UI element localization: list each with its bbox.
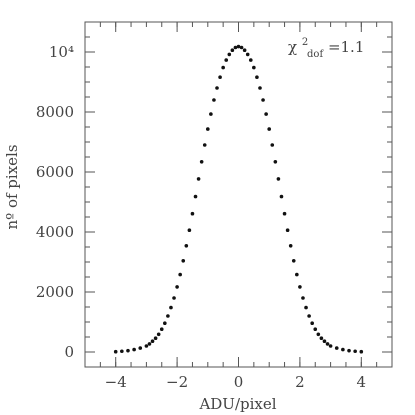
data-point	[144, 344, 149, 348]
data-point	[159, 327, 164, 332]
data-point	[227, 52, 232, 57]
data-point	[298, 285, 302, 289]
data-point	[285, 228, 290, 232]
data-point	[184, 244, 189, 248]
data-point	[153, 336, 158, 341]
data-point	[245, 52, 250, 57]
data-point	[126, 348, 130, 353]
major-ticks	[85, 22, 392, 367]
chi-square-annotation: χ 2 dof =1.1	[288, 31, 364, 61]
data-point	[113, 349, 118, 354]
data-point	[301, 296, 305, 300]
data-point	[175, 285, 179, 289]
data-point	[279, 194, 284, 199]
x-tick-label: 0	[234, 373, 244, 391]
y-tick-labels: 0 2000 4000 6000 8000 10⁴	[36, 43, 74, 361]
data-point	[325, 342, 330, 346]
data-point	[147, 342, 152, 346]
data-point	[313, 327, 318, 332]
data-point	[150, 339, 155, 344]
data-point	[341, 347, 345, 352]
chi-subscript: dof	[307, 49, 324, 60]
data-point	[264, 112, 268, 116]
data-point	[120, 349, 124, 354]
x-tick-labels: −4 −2 0 2 4	[105, 373, 366, 391]
data-point	[328, 344, 333, 348]
data-point	[156, 332, 161, 337]
data-point	[172, 296, 176, 300]
data-point	[267, 127, 272, 131]
y-axis-label: nº of pixels	[3, 144, 21, 229]
y-tick-label: 4000	[36, 223, 74, 241]
plot-frame	[84, 21, 393, 368]
data-point	[199, 160, 204, 164]
data-point	[261, 98, 265, 102]
data-point	[310, 321, 314, 326]
data-point	[239, 45, 244, 50]
data-point	[215, 86, 219, 90]
chi-superscript: 2	[302, 37, 308, 48]
x-tick-label: 4	[357, 373, 367, 391]
data-point	[347, 348, 351, 353]
chi-value: =1.1	[328, 38, 364, 56]
data-point	[236, 44, 241, 49]
chi-symbol: χ	[288, 38, 297, 56]
data-point	[169, 305, 173, 310]
data-point	[181, 259, 186, 263]
data-point	[248, 58, 253, 62]
y-tick-label: 10⁴	[49, 43, 74, 61]
data-point	[221, 65, 225, 70]
data-point	[206, 127, 210, 131]
data-point	[178, 272, 182, 277]
data-point	[187, 228, 192, 232]
data-point	[270, 143, 275, 147]
data-points	[113, 44, 364, 354]
data-point	[218, 75, 222, 79]
x-tick-label: 2	[295, 373, 305, 391]
x-axis-label: ADU/pixel	[198, 395, 276, 413]
y-tick-label: 8000	[36, 103, 74, 121]
data-point	[273, 160, 278, 164]
data-point	[252, 65, 256, 70]
data-point	[202, 143, 207, 147]
data-point	[242, 48, 247, 52]
data-point	[132, 347, 136, 352]
data-point	[304, 305, 308, 310]
data-point	[209, 112, 213, 116]
data-point	[316, 332, 321, 337]
minor-ticks	[85, 22, 392, 367]
x-tick-label: −2	[166, 373, 188, 391]
y-tick-label: 2000	[36, 283, 74, 301]
data-point	[196, 177, 201, 181]
data-point	[282, 211, 287, 216]
x-tick-label: −4	[105, 373, 127, 391]
y-tick-label: 6000	[36, 163, 74, 181]
data-point	[319, 336, 324, 341]
data-point	[276, 177, 281, 181]
data-point	[353, 349, 357, 354]
data-point	[230, 48, 235, 52]
data-point	[212, 98, 216, 102]
data-point	[322, 339, 327, 344]
data-point	[295, 272, 299, 277]
data-point	[163, 321, 167, 326]
y-tick-label: 0	[64, 343, 74, 361]
data-point	[233, 45, 238, 50]
data-point	[258, 86, 262, 90]
data-point	[224, 58, 229, 62]
data-point	[255, 75, 259, 79]
data-point	[359, 349, 364, 354]
data-point	[190, 211, 195, 216]
data-point	[138, 346, 143, 350]
data-point	[166, 314, 170, 318]
data-point	[334, 346, 339, 350]
data-point	[307, 314, 311, 318]
data-point	[288, 244, 293, 248]
data-point	[291, 259, 296, 263]
data-point	[193, 194, 198, 199]
